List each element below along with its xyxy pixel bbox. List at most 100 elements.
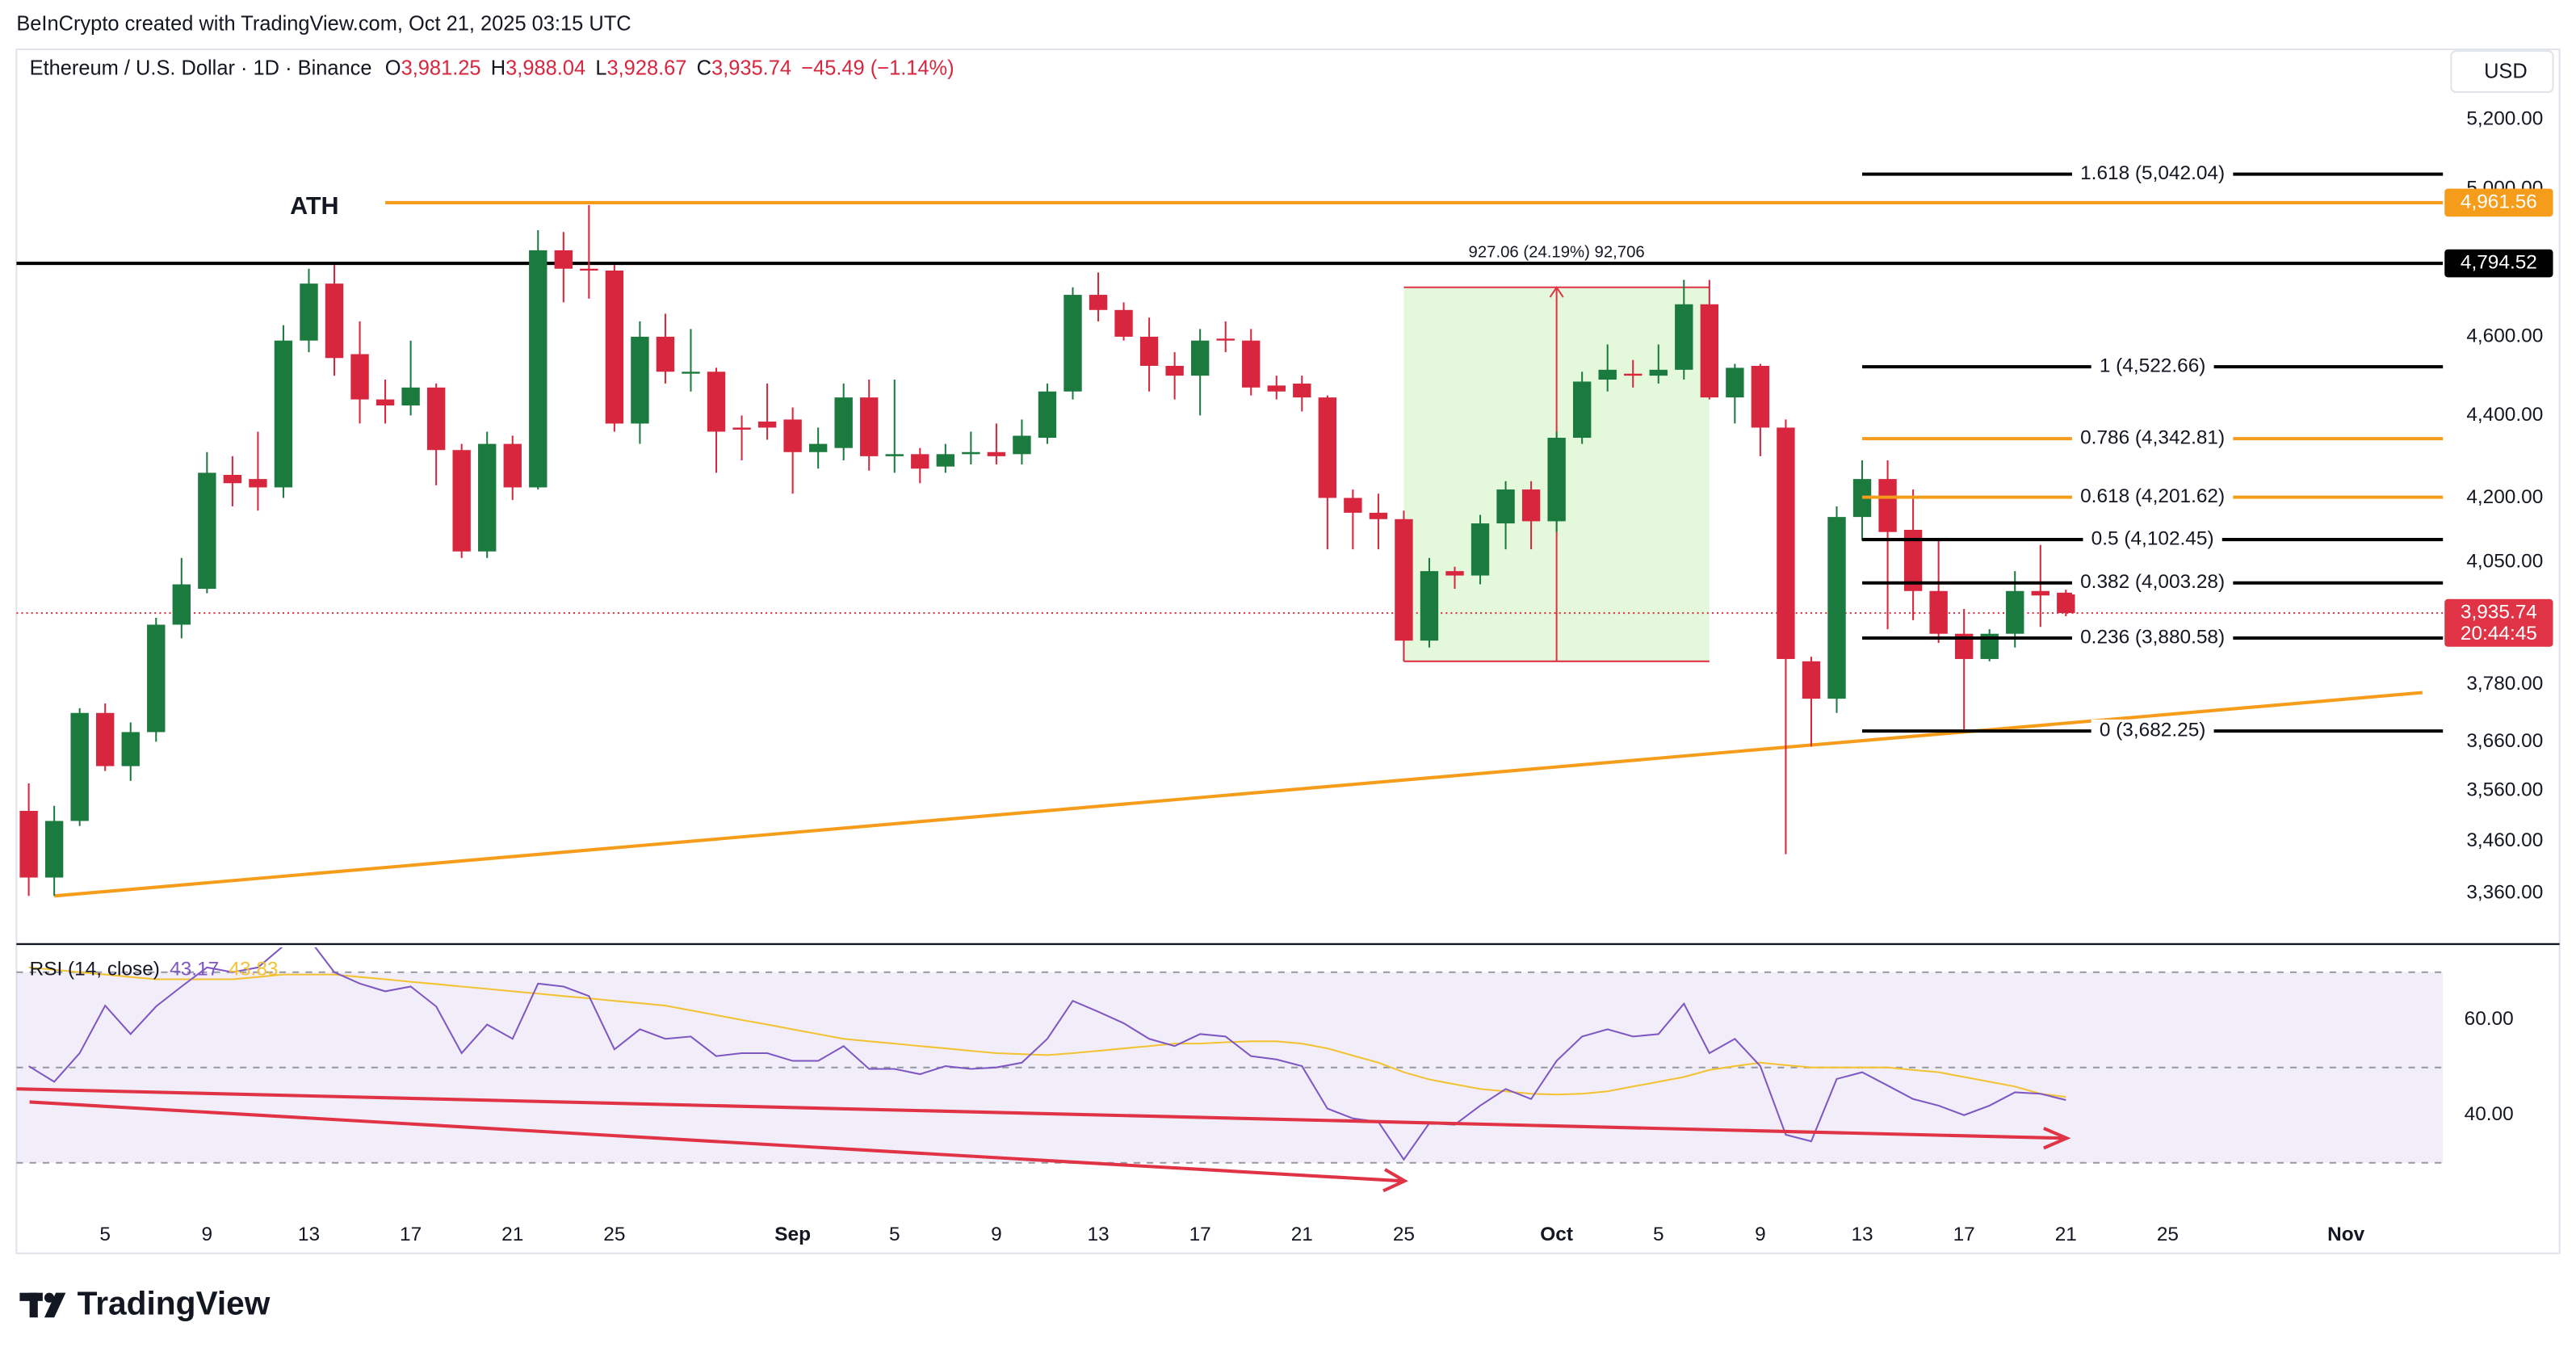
- logo-part: [44, 1292, 55, 1303]
- candle-body: [1675, 304, 1693, 370]
- candle-body: [987, 451, 1006, 456]
- fib-label-bg: [2071, 571, 2234, 594]
- y-tick-label: 4,200.00: [2466, 486, 2543, 508]
- y-tick-label: 4,400.00: [2466, 404, 2543, 426]
- candle-body: [503, 443, 522, 488]
- candle-body: [1598, 369, 1617, 380]
- candle-body: [1700, 304, 1719, 398]
- ohlc-value: 3,988.04: [506, 57, 585, 79]
- candle-body: [44, 821, 64, 878]
- x-tick-label: Sep: [774, 1224, 811, 1245]
- candle-body: [121, 732, 140, 766]
- candle-body: [198, 472, 216, 590]
- candle-body: [1777, 427, 1795, 659]
- y-tick-label: 3,780.00: [2466, 673, 2543, 695]
- x-tick-label: 13: [298, 1224, 320, 1245]
- candle-body: [1649, 369, 1668, 376]
- candle-body: [147, 624, 166, 733]
- x-tick-label: 17: [400, 1224, 422, 1245]
- line-label: ATH: [290, 192, 338, 220]
- candle-body: [1267, 385, 1286, 392]
- candle-body: [249, 479, 267, 488]
- currency-box[interactable]: [2450, 50, 2554, 94]
- x-tick-label: 13: [1851, 1224, 1873, 1245]
- arrow-head: [2043, 1127, 2071, 1150]
- x-tick-label: 13: [1087, 1224, 1109, 1245]
- x-tick-label: 21: [501, 1224, 523, 1245]
- rsi-pane: [16, 947, 2444, 1193]
- candle-body: [1471, 523, 1490, 576]
- change: −45.49 (−1.14%): [801, 57, 954, 79]
- fib-label-bg: [2071, 426, 2234, 451]
- candle-body: [580, 268, 598, 271]
- candle-body: [1190, 340, 1210, 376]
- candle-body: [478, 443, 497, 552]
- x-tick-label: 5: [99, 1224, 111, 1245]
- fib-label: 1 (4,522.66): [2100, 355, 2206, 377]
- candle-body: [70, 712, 89, 821]
- candle-body: [1827, 517, 1846, 699]
- x-tick-label: Nov: [2327, 1224, 2365, 1245]
- main-pane: [16, 200, 2444, 898]
- price-tag-label: 4,794.52: [2461, 251, 2537, 273]
- fib-label: 0.786 (4,342.81): [2080, 427, 2225, 449]
- measure-label: 927.06 (24.19%) 92,706: [1469, 243, 1645, 261]
- candle-body: [1802, 661, 1821, 699]
- candle-body: [1344, 498, 1362, 513]
- candle-body: [1929, 590, 1948, 634]
- fib-label: 0.5 (4,102.45): [2091, 527, 2214, 549]
- price-tag: [2444, 249, 2553, 278]
- fib-label: 0.236 (3,880.58): [2080, 626, 2225, 648]
- currency: USD: [2484, 60, 2528, 82]
- ohlc-value: 3,981.25: [401, 57, 481, 79]
- candle-body: [707, 372, 726, 432]
- candle-body: [401, 387, 420, 406]
- candle-body: [1318, 397, 1337, 498]
- candle-body: [656, 336, 675, 372]
- x-tick-label: 25: [1393, 1224, 1415, 1245]
- candle-body: [1521, 489, 1541, 522]
- candle-body: [1293, 383, 1311, 398]
- candle-body: [936, 454, 955, 467]
- fib-label-bg: [2083, 527, 2222, 552]
- y-tick-label: 3,360.00: [2466, 881, 2543, 903]
- candle-body: [1395, 519, 1413, 641]
- candle-body: [554, 250, 573, 269]
- x-tick-label: 5: [1653, 1224, 1664, 1245]
- candle-body: [808, 443, 828, 452]
- rsi-name: RSI (14, close): [30, 959, 160, 980]
- rsi-legend: RSI (14, close) 43.17 43.83: [30, 959, 279, 980]
- fib-label-bg: [2071, 626, 2234, 650]
- x-tick-label: 9: [1755, 1224, 1766, 1245]
- y-tick-label: 3,660.00: [2466, 730, 2543, 752]
- measure-arrow-head: [1549, 285, 1564, 298]
- logo-part: [44, 1292, 66, 1318]
- rsi-tick-label: 60.00: [2465, 1008, 2514, 1030]
- candle-body: [426, 387, 446, 451]
- candle-body: [1624, 373, 1643, 376]
- candle-body: [631, 336, 649, 424]
- x-tick-label: 25: [2157, 1224, 2179, 1245]
- candle-body: [2006, 590, 2024, 634]
- arrow-head: [1382, 1168, 1408, 1193]
- candle-body: [2031, 590, 2049, 596]
- candle-body: [274, 340, 293, 488]
- fib-label-bg: [2071, 162, 2234, 186]
- candle-body: [1420, 571, 1439, 641]
- x-tick-label: Oct: [1540, 1224, 1573, 1245]
- candle-body: [96, 712, 115, 766]
- divergence-line: [16, 1087, 2064, 1140]
- fib-label-bg: [2091, 355, 2214, 379]
- x-tick-label: 21: [1291, 1224, 1313, 1245]
- candle-body: [605, 271, 624, 424]
- fib-label: 0 (3,682.25): [2100, 720, 2206, 741]
- rsi-ma-line: [28, 966, 2066, 1098]
- candle-body: [300, 283, 318, 341]
- brand: TradingView: [78, 1285, 271, 1322]
- candle-body: [1980, 633, 1999, 659]
- ohlc-key: O: [385, 57, 401, 79]
- candle-body: [1445, 571, 1464, 576]
- candle-body: [1114, 309, 1133, 337]
